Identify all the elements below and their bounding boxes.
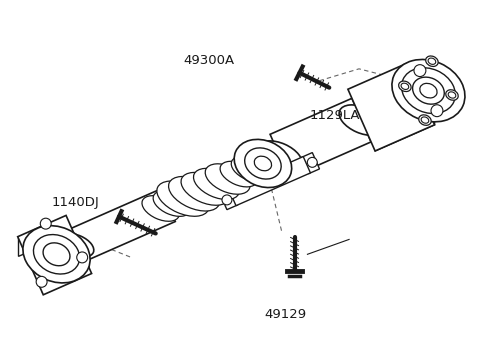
Circle shape [222, 195, 232, 205]
Ellipse shape [448, 92, 456, 98]
Ellipse shape [339, 105, 384, 135]
Ellipse shape [234, 139, 292, 188]
Ellipse shape [142, 196, 180, 221]
Polygon shape [220, 189, 238, 210]
Text: 49300A: 49300A [183, 53, 235, 67]
Polygon shape [229, 156, 311, 206]
Ellipse shape [254, 156, 272, 171]
Ellipse shape [153, 191, 191, 216]
Polygon shape [301, 152, 320, 174]
Ellipse shape [399, 81, 411, 92]
Text: 49129: 49129 [264, 308, 306, 321]
Circle shape [40, 218, 51, 229]
Ellipse shape [60, 234, 94, 257]
Ellipse shape [401, 83, 408, 90]
Ellipse shape [446, 90, 458, 100]
Ellipse shape [419, 115, 431, 125]
Polygon shape [270, 98, 371, 178]
Circle shape [307, 158, 317, 167]
Ellipse shape [245, 148, 281, 179]
Ellipse shape [421, 117, 429, 123]
Circle shape [414, 65, 426, 76]
Circle shape [77, 252, 88, 263]
Ellipse shape [220, 161, 257, 187]
Polygon shape [348, 63, 434, 151]
Polygon shape [375, 103, 434, 151]
Polygon shape [42, 255, 89, 293]
Text: 1140DJ: 1140DJ [52, 196, 100, 209]
Ellipse shape [157, 181, 209, 216]
Polygon shape [18, 215, 92, 295]
Text: 1129LA: 1129LA [310, 109, 360, 122]
Ellipse shape [23, 226, 90, 283]
Ellipse shape [193, 168, 240, 199]
Ellipse shape [428, 58, 436, 64]
Ellipse shape [34, 235, 80, 274]
Ellipse shape [231, 156, 269, 182]
Ellipse shape [43, 243, 70, 266]
Ellipse shape [168, 176, 220, 211]
Ellipse shape [257, 141, 302, 171]
Ellipse shape [426, 56, 438, 67]
Polygon shape [19, 218, 65, 256]
Ellipse shape [420, 83, 437, 98]
Ellipse shape [402, 68, 456, 114]
Ellipse shape [392, 59, 465, 122]
Ellipse shape [413, 77, 444, 104]
Polygon shape [70, 189, 175, 262]
Circle shape [36, 276, 47, 287]
Ellipse shape [181, 172, 229, 205]
Ellipse shape [205, 164, 250, 194]
Circle shape [431, 105, 443, 117]
